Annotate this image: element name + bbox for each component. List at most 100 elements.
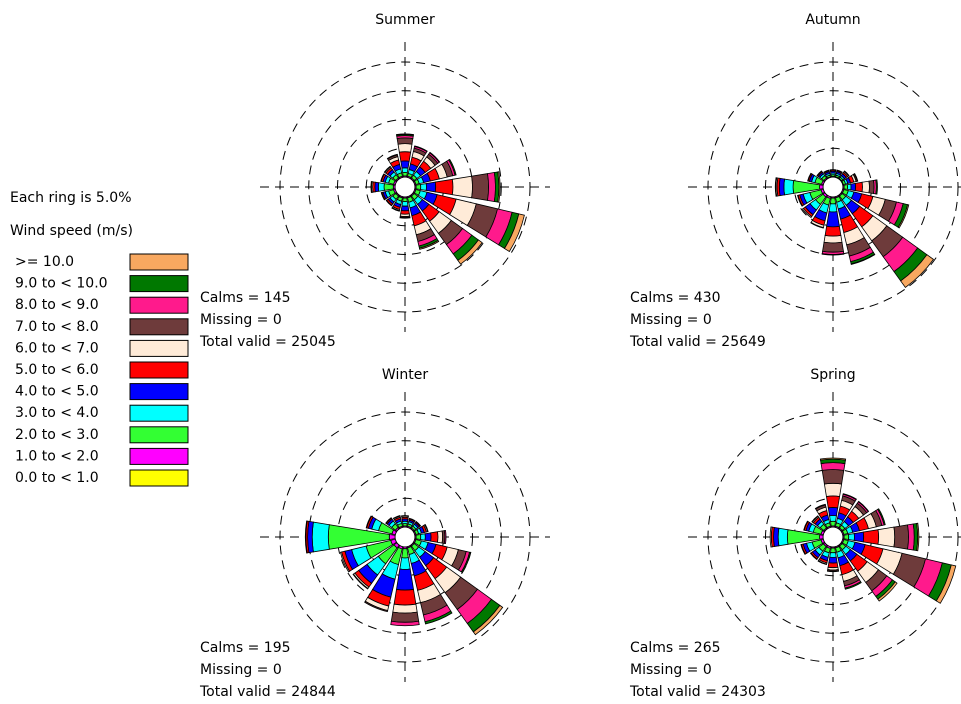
wind-segment — [836, 169, 843, 174]
wind-segment — [827, 562, 839, 569]
wind-segment — [383, 183, 394, 191]
wind-segment — [900, 254, 935, 289]
wind-segment — [415, 534, 422, 540]
wind-segment — [830, 520, 836, 527]
annotation: Calms = 430 — [630, 290, 721, 306]
wind-segment — [386, 153, 398, 160]
wind-segment — [826, 570, 840, 573]
wind-segment — [821, 469, 845, 485]
wind-segment — [437, 530, 444, 544]
wind-segment — [828, 203, 838, 213]
wind-segment — [817, 560, 828, 566]
wind-segment — [424, 523, 429, 533]
wind-segment — [503, 213, 525, 253]
wind-segment — [385, 199, 393, 207]
legend-label: >= 10.0 — [15, 254, 74, 270]
wind-segment — [823, 169, 830, 174]
wind-segment — [774, 177, 778, 197]
wind-segment — [811, 515, 819, 523]
wind-segment — [846, 183, 852, 191]
wind-segment — [414, 145, 428, 153]
wind-segment — [800, 543, 806, 555]
wind-segment — [819, 534, 824, 540]
wind-segment — [420, 183, 427, 191]
wind-segment — [388, 534, 396, 540]
legend-label: 4.0 to < 5.0 — [15, 384, 99, 400]
wind-segment — [377, 182, 385, 192]
chart-title: Summer — [375, 12, 435, 28]
wind-segment — [339, 551, 351, 573]
annotation: Calms = 265 — [630, 640, 721, 656]
annotation: Missing = 0 — [630, 312, 712, 328]
ring-note: Each ring is 5.0% — [10, 190, 132, 206]
wind-segment — [842, 493, 857, 501]
wind-segment — [424, 532, 432, 542]
annotation: Calms = 195 — [200, 640, 291, 656]
wind-segment — [877, 581, 898, 602]
wind-segment — [451, 175, 473, 199]
wind-segment — [311, 521, 330, 553]
wind-segment — [830, 547, 836, 554]
wind-segment — [773, 527, 780, 547]
wind-segment — [391, 207, 400, 212]
wind-segment — [396, 568, 414, 591]
wind-segment — [907, 523, 915, 551]
wind-segment — [400, 205, 410, 212]
wind-segment — [829, 169, 837, 171]
legend-swatch — [129, 447, 189, 465]
legend-swatch — [129, 361, 189, 379]
wind-segment — [396, 133, 414, 136]
wind-segment — [868, 179, 875, 195]
legend-label: 0.0 to < 1.0 — [15, 470, 99, 486]
wind-segment — [828, 556, 838, 564]
legend-swatch — [129, 318, 189, 336]
wind-segment — [877, 526, 896, 548]
chart-title: Autumn — [805, 12, 860, 28]
wind-segment — [810, 221, 824, 229]
wind-segment — [797, 194, 804, 207]
wind-segment — [393, 588, 417, 606]
wind-segment — [827, 507, 839, 517]
wind-segment — [497, 171, 501, 203]
wind-segment — [424, 610, 453, 625]
annotation: Total valid = 25045 — [199, 334, 336, 350]
wind-segment — [401, 167, 409, 174]
wind-segment — [935, 564, 957, 604]
annotation: Calms = 145 — [200, 290, 291, 306]
wind-segment — [400, 160, 410, 169]
wind-segment — [425, 181, 437, 193]
legend-label: 5.0 to < 6.0 — [15, 362, 99, 378]
wind-segment — [824, 225, 842, 237]
wind-segment — [460, 551, 472, 574]
wind-segment — [819, 184, 824, 190]
legend-label: 2.0 to < 3.0 — [15, 427, 99, 443]
wind-segment — [380, 173, 385, 182]
wind-segment — [862, 529, 880, 545]
wind-segment — [822, 241, 844, 253]
chart-title: Winter — [382, 367, 428, 383]
legend-label: 6.0 to < 7.0 — [15, 340, 99, 356]
wind-segment — [402, 172, 408, 177]
wind-segment — [401, 200, 409, 207]
legend-label: 9.0 to < 10.0 — [15, 276, 108, 292]
wind-segment — [814, 503, 826, 510]
wind-segment — [807, 172, 812, 182]
wind-segment — [415, 520, 422, 527]
wind-segment — [829, 197, 837, 205]
wind-segment — [816, 170, 823, 177]
annotation: Total valid = 24844 — [199, 684, 336, 700]
legend-swatch — [129, 253, 189, 271]
wind-segment — [821, 253, 845, 256]
legend-swatch — [129, 339, 189, 357]
wind-segment — [365, 515, 373, 529]
wind-segment — [418, 239, 440, 250]
wind-segment — [430, 531, 439, 543]
wind-segment — [397, 143, 413, 153]
wind-segment — [843, 170, 850, 177]
wind-segment — [916, 522, 920, 552]
annotation: Total valid = 24303 — [629, 684, 766, 700]
wind-segment — [801, 207, 813, 219]
wind-segment — [823, 235, 843, 244]
wind-segment — [390, 620, 420, 627]
wind-segment — [850, 253, 876, 265]
